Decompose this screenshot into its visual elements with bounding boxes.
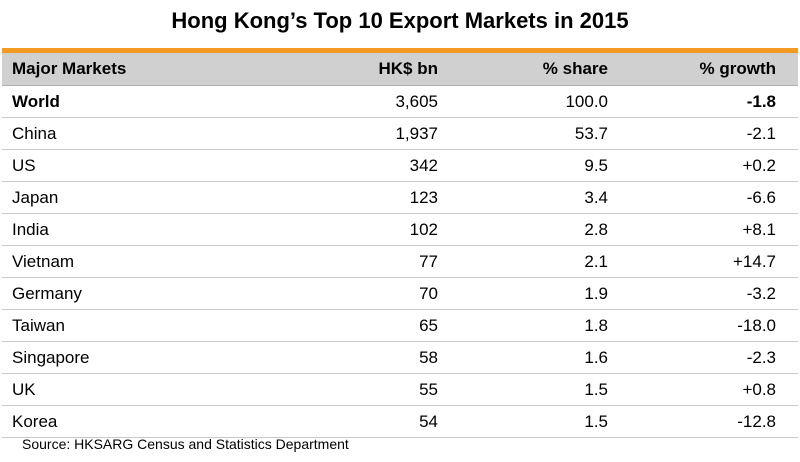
table-body: World 3,605 100.0 -1.8 China 1,937 53.7 -2.1 US 3… bbox=[2, 86, 798, 438]
cell-share: 1.9 bbox=[584, 283, 608, 303]
cell-growth: -18.0 bbox=[737, 315, 776, 335]
table-row: Germany 70 1.9 -3.2 bbox=[2, 278, 798, 310]
cell-market: Germany bbox=[12, 283, 82, 303]
cell-hk-bn: 58 bbox=[419, 347, 438, 367]
source-note: Source: HKSARG Census and Statistics Dep… bbox=[22, 436, 349, 452]
cell-growth: -3.2 bbox=[746, 283, 776, 303]
cell-share: 53.7 bbox=[574, 123, 608, 143]
export-markets-table: Major Markets HK$ bn % share % growth Wo… bbox=[2, 48, 798, 438]
table-row: India 102 2.8 +8.1 bbox=[2, 214, 798, 246]
cell-growth: -12.8 bbox=[737, 411, 776, 431]
table-row: Korea 54 1.5 -12.8 bbox=[2, 406, 798, 438]
cell-share: 100.0 bbox=[565, 91, 608, 111]
cell-share: 1.6 bbox=[584, 347, 608, 367]
header-major-markets: Major Markets bbox=[12, 59, 127, 78]
cell-growth: +8.1 bbox=[742, 219, 776, 239]
cell-hk-bn: 77 bbox=[419, 251, 438, 271]
table-row: Singapore 58 1.6 -2.3 bbox=[2, 342, 798, 374]
cell-market: Japan bbox=[12, 187, 59, 207]
cell-hk-bn: 102 bbox=[409, 219, 438, 239]
cell-hk-bn: 3,605 bbox=[395, 91, 438, 111]
cell-hk-bn: 1,937 bbox=[395, 123, 438, 143]
cell-market: UK bbox=[12, 379, 36, 399]
cell-share: 3.4 bbox=[584, 187, 608, 207]
cell-growth: -6.6 bbox=[746, 187, 776, 207]
cell-market: Singapore bbox=[12, 347, 90, 367]
cell-share: 1.5 bbox=[584, 411, 608, 431]
table-row: World 3,605 100.0 -1.8 bbox=[2, 86, 798, 118]
cell-growth: +0.8 bbox=[742, 379, 776, 399]
table-row: UK 55 1.5 +0.8 bbox=[2, 374, 798, 406]
header-growth: % growth bbox=[699, 59, 777, 78]
cell-hk-bn: 123 bbox=[409, 187, 438, 207]
table-title: Hong Kong’s Top 10 Export Markets in 201… bbox=[171, 8, 629, 33]
cell-hk-bn: 65 bbox=[419, 315, 438, 335]
cell-share: 2.8 bbox=[584, 219, 608, 239]
cell-share: 1.5 bbox=[584, 379, 608, 399]
cell-market: Korea bbox=[12, 411, 58, 431]
cell-growth: +0.2 bbox=[742, 155, 776, 175]
cell-hk-bn: 55 bbox=[419, 379, 438, 399]
cell-growth: +14.7 bbox=[732, 251, 776, 271]
cell-hk-bn: 70 bbox=[419, 283, 438, 303]
cell-share: 2.1 bbox=[584, 251, 608, 271]
table-row: Taiwan 65 1.8 -18.0 bbox=[2, 310, 798, 342]
cell-hk-bn: 342 bbox=[409, 155, 438, 175]
header-share: % share bbox=[542, 59, 608, 78]
cell-share: 1.8 bbox=[584, 315, 608, 335]
cell-hk-bn: 54 bbox=[419, 411, 438, 431]
table-row: China 1,937 53.7 -2.1 bbox=[2, 118, 798, 150]
cell-market: World bbox=[12, 91, 60, 111]
cell-growth: -2.3 bbox=[746, 347, 776, 367]
cell-market: Vietnam bbox=[12, 251, 75, 271]
cell-market: China bbox=[12, 123, 57, 143]
header-hk-bn: HK$ bn bbox=[378, 59, 439, 78]
cell-market: US bbox=[12, 155, 36, 175]
table-header-row: Major Markets HK$ bn % share % growth bbox=[2, 53, 798, 86]
table-row: US 342 9.5 +0.2 bbox=[2, 150, 798, 182]
cell-share: 9.5 bbox=[584, 155, 608, 175]
table-row: Japan 123 3.4 -6.6 bbox=[2, 182, 798, 214]
table-top-rule bbox=[2, 48, 798, 53]
cell-growth: -1.8 bbox=[746, 91, 776, 111]
cell-market: Taiwan bbox=[12, 315, 65, 335]
cell-growth: -2.1 bbox=[746, 123, 776, 143]
cell-market: India bbox=[12, 219, 49, 239]
table-row: Vietnam 77 2.1 +14.7 bbox=[2, 246, 798, 278]
